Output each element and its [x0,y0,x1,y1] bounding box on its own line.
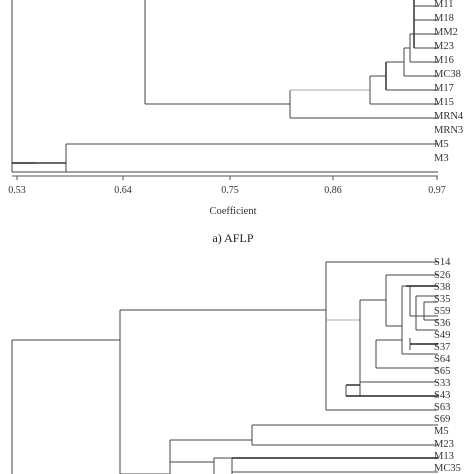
leaf-label: M5 [434,426,449,437]
leaf-label: S14 [434,257,451,268]
aflp-branches [11,0,438,173]
leaf-label: M23 [434,439,454,450]
axis-tick-label: 0.75 [221,185,239,196]
leaf-label: S37 [434,342,450,353]
leaf-label: M3 [434,153,449,164]
panel-caption: a) AFLP [212,231,253,245]
axis-tick-label: 0.86 [324,185,342,196]
second-branches [11,261,438,474]
leaf-label: S63 [434,402,450,413]
leaf-label: S43 [434,390,450,401]
leaf-label: M5 [434,139,449,150]
axis-tick-label: 0.64 [114,185,132,196]
leaf-label: M17 [434,83,454,94]
leaf-label: S65 [434,366,450,377]
leaf-label: S36 [434,318,450,329]
leaf-label: S64 [434,354,451,365]
coefficient-axis: 0.53 0.64 0.75 0.86 0.97 Coefficient [8,175,446,217]
axis-ticks [16,176,438,180]
leaf-label: S69 [434,414,450,425]
leaf-label: MC35 [434,463,461,474]
leaf-label: M18 [434,13,454,24]
leaf-label: MRN4 [434,111,464,122]
leaf-label: MC38 [434,69,461,80]
axis-title: Coefficient [209,206,256,217]
leaf-label: S49 [434,330,450,341]
leaf-label: M15 [434,97,454,108]
second-leaf-labels: S14 S26 S38 S35 S59 S36 S49 S37 S64 S65 … [434,257,461,474]
axis-tick-label: 0.97 [428,185,446,196]
leaf-label: M16 [434,55,454,66]
aflp-dendrogram: M11 M18 MM2 M23 M16 MC38 M17 M15 MRN4 MR… [8,0,464,245]
leaf-label: S26 [434,270,450,281]
leaf-label: M23 [434,41,454,52]
aflp-leaf-labels: M11 M18 MM2 M23 M16 MC38 M17 M15 MRN4 MR… [434,0,464,164]
leaf-label: MRN3 [434,125,463,136]
leaf-label: S59 [434,306,450,317]
leaf-label: M13 [434,451,454,462]
leaf-label: S33 [434,378,450,389]
second-dendrogram: S14 S26 S38 S35 S59 S36 S49 S37 S64 S65 … [11,257,461,474]
leaf-label: S35 [434,294,450,305]
axis-tick-label: 0.53 [8,185,26,196]
leaf-label: M11 [434,0,453,10]
leaf-label: MM2 [434,27,458,38]
leaf-label: S38 [434,282,450,293]
